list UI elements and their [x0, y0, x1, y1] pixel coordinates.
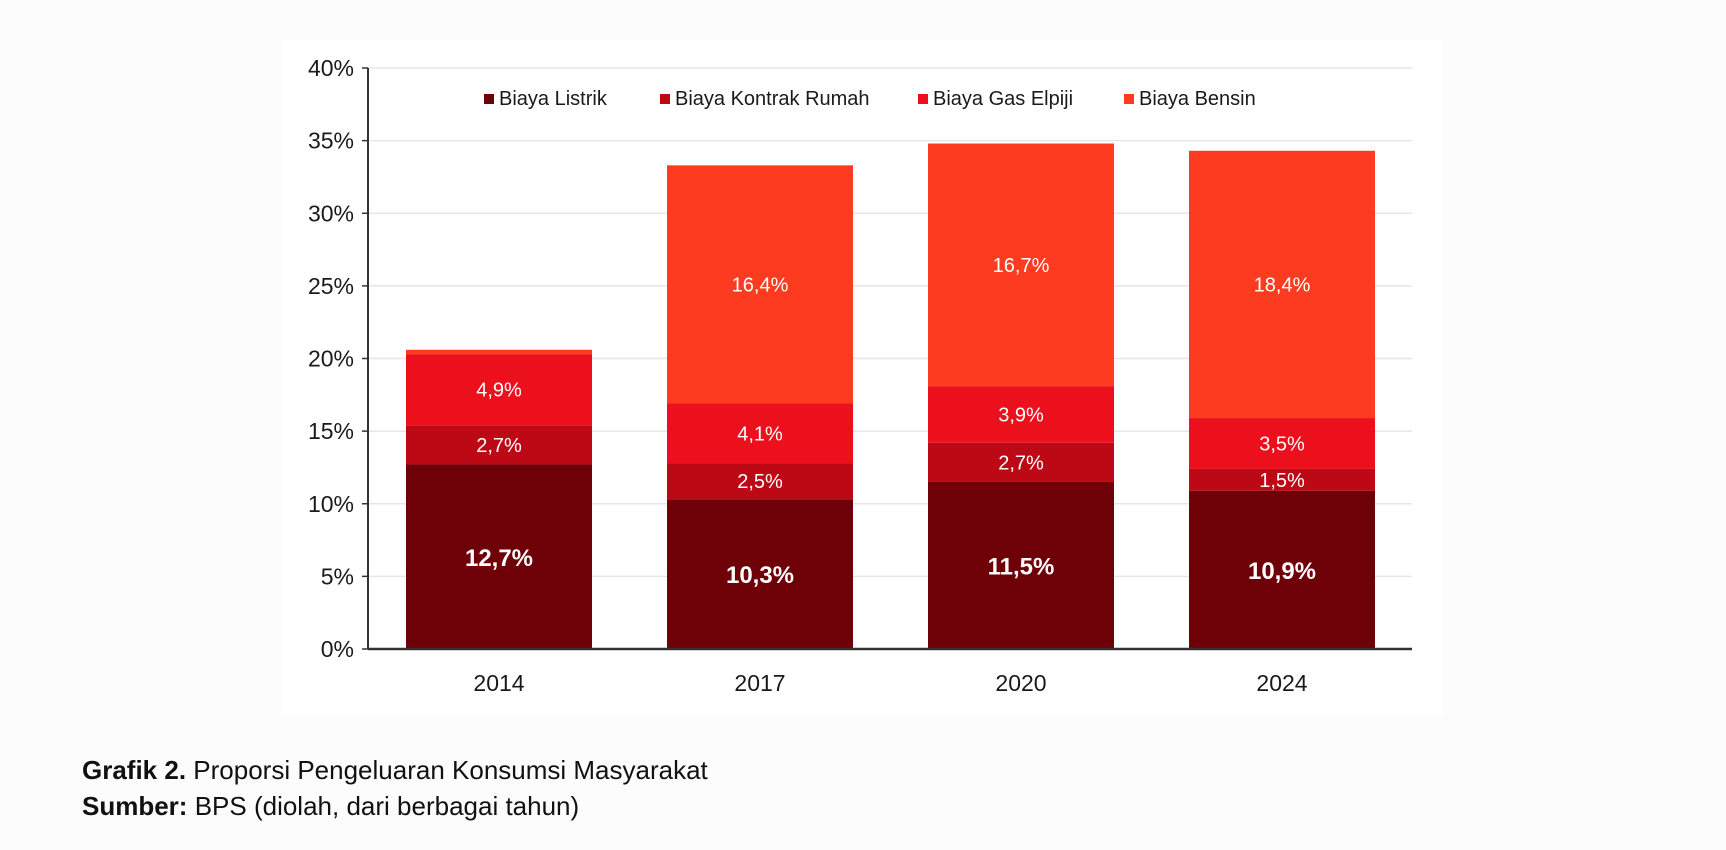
- bar-segment-2017-biaya-kontrak-rumah: [667, 463, 853, 500]
- data-label: 4,1%: [737, 423, 783, 445]
- data-label: 12,7%: [465, 545, 533, 572]
- bar-segment-2024-biaya-bensin: [1189, 150, 1375, 419]
- legend-label: Biaya Bensin: [1139, 88, 1256, 110]
- data-label: 11,5%: [988, 553, 1055, 580]
- bar-segment-2024-biaya-kontrak-rumah: [1189, 468, 1375, 491]
- data-label: 3,5%: [1259, 433, 1305, 455]
- bar-segment-2020-biaya-kontrak-rumah: [928, 442, 1114, 482]
- y-tick-label: 40%: [308, 55, 354, 81]
- bar-segment-2017-biaya-listrik: [667, 499, 853, 649]
- y-tick-label: 5%: [321, 563, 354, 589]
- y-tick-label: 30%: [308, 200, 354, 226]
- data-label: 2,5%: [737, 471, 783, 493]
- data-label: 16,4%: [732, 274, 789, 296]
- bar-segment-2014-biaya-listrik: [406, 464, 592, 649]
- legend-swatch: [918, 94, 928, 104]
- bar-segment-2014-biaya-kontrak-rumah: [406, 425, 592, 465]
- figure-label: Grafik 2.: [82, 755, 187, 785]
- y-tick-label: 10%: [308, 491, 354, 517]
- legend-label: Biaya Listrik: [499, 88, 608, 110]
- chart-card: 0% 5% 10% 15% 20% 25% 30% 35% 40% 12,7% 2,7% 4,9% 20…: [282, 40, 1442, 715]
- bar-segment-2020-biaya-listrik: [928, 481, 1114, 649]
- x-tick-label: 2017: [734, 670, 785, 696]
- legend-label: Biaya Gas Elpiji: [933, 88, 1073, 110]
- data-label: 4,9%: [476, 380, 522, 402]
- data-label: 16,7%: [993, 255, 1050, 277]
- caption-source-line: Sumber: BPS (diolah, dari berbagai tahun…: [82, 788, 708, 824]
- y-tick-label: 0%: [321, 636, 354, 662]
- bar-segment-2017-biaya-bensin: [667, 165, 853, 404]
- legend-swatch: [660, 94, 670, 104]
- x-tick-label: 2014: [473, 670, 524, 696]
- caption-title-line: Grafik 2. Proporsi Pengeluaran Konsumsi …: [82, 752, 708, 788]
- bar-segment-2024-biaya-gas-elpiji: [1189, 418, 1375, 469]
- bar-segment-2014-biaya-bensin: [406, 349, 592, 355]
- bar-segment-2020-biaya-bensin: [928, 143, 1114, 387]
- source-text: BPS (diolah, dari berbagai tahun): [194, 791, 580, 821]
- legend-swatch: [1124, 94, 1134, 104]
- y-tick-label: 15%: [308, 418, 354, 444]
- y-tick-label: 20%: [308, 346, 354, 372]
- figure-title: Proporsi Pengeluaran Konsumsi Masyarakat: [193, 755, 708, 785]
- x-tick-label: 2020: [995, 670, 1046, 696]
- data-label: 3,9%: [998, 404, 1044, 426]
- x-tick-label: 2024: [1256, 670, 1307, 696]
- legend-label: Biaya Kontrak Rumah: [675, 88, 870, 110]
- data-label: 10,3%: [726, 562, 794, 589]
- bar-segment-2024-biaya-listrik: [1189, 490, 1375, 649]
- bar-segment-2014-biaya-gas-elpiji: [406, 354, 592, 426]
- bar-segment-2020-biaya-gas-elpiji: [928, 386, 1114, 443]
- stacked-bar-chart: 0% 5% 10% 15% 20% 25% 30% 35% 40% 12,7% 2,7% 4,9% 20…: [308, 55, 1412, 696]
- bar-segment-2017-biaya-gas-elpiji: [667, 403, 853, 464]
- data-label: 10,9%: [1248, 558, 1316, 585]
- source-label: Sumber:: [82, 791, 188, 821]
- data-label: 2,7%: [476, 435, 522, 457]
- data-label: 1,5%: [1259, 470, 1305, 492]
- data-label: 18,4%: [1254, 274, 1311, 296]
- data-label: 2,7%: [998, 452, 1044, 474]
- y-tick-label: 35%: [308, 128, 354, 154]
- legend-swatch: [484, 94, 494, 104]
- figure-caption: Grafik 2. Proporsi Pengeluaran Konsumsi …: [82, 752, 708, 824]
- y-tick-label: 25%: [308, 273, 354, 299]
